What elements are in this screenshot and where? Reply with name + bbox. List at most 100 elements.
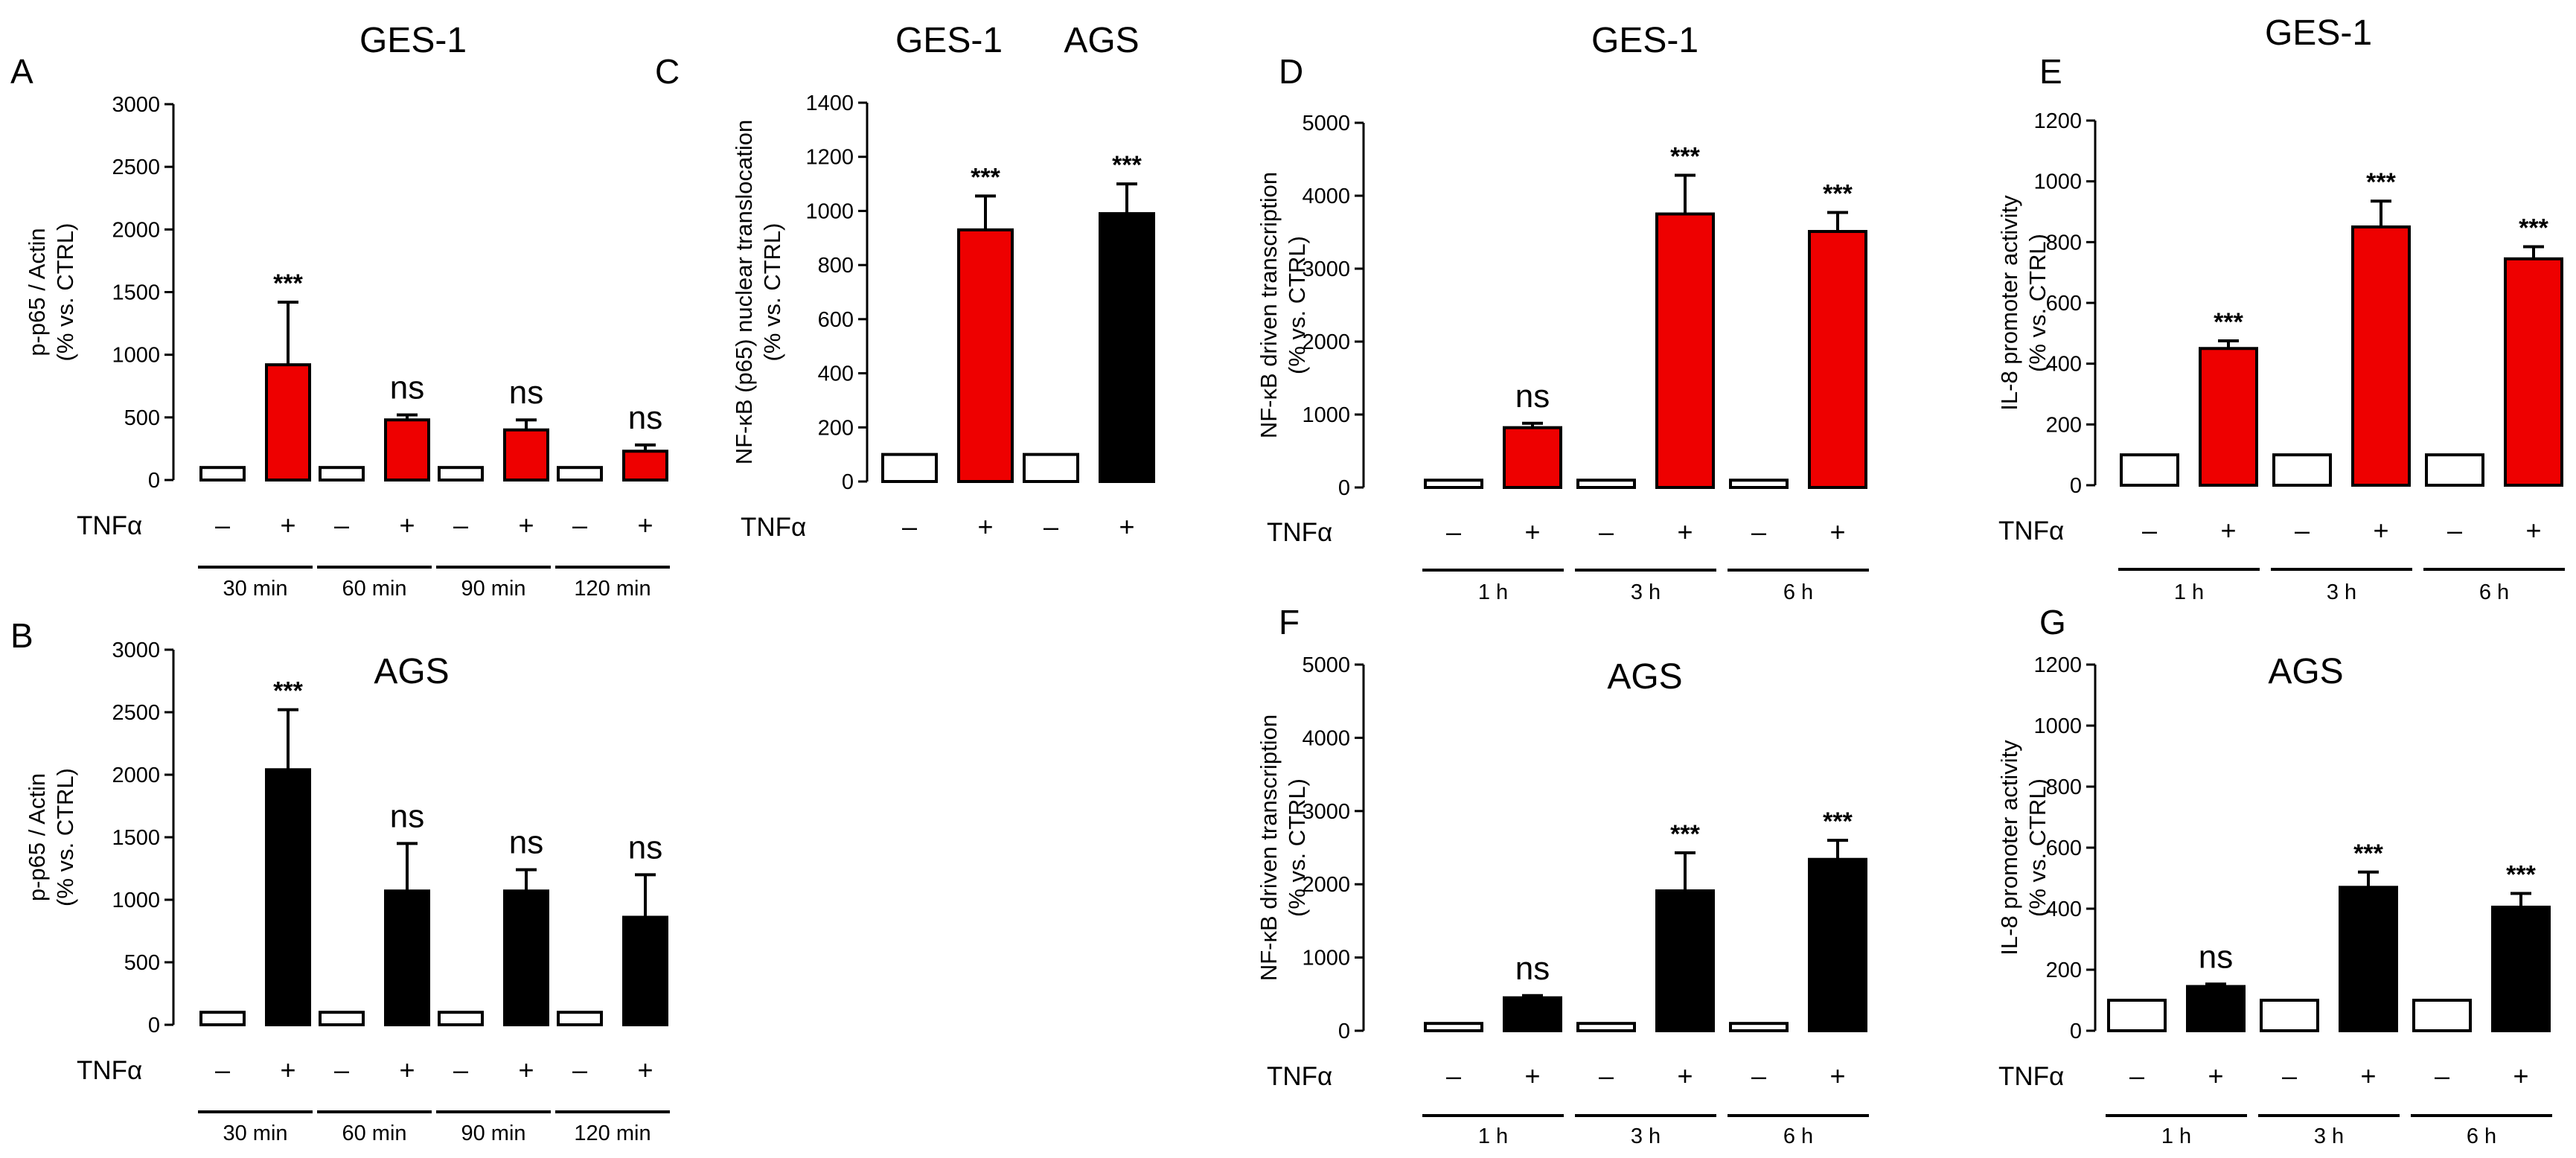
tnf-plus-label: + bbox=[2373, 515, 2388, 546]
y-axis-label: NF-κB (p65) nuclear translocation(% vs. … bbox=[731, 120, 785, 464]
tnf-minus-label: – bbox=[1751, 516, 1766, 547]
y-tick-label: 800 bbox=[2046, 775, 2082, 799]
y-tick-label: 600 bbox=[2046, 292, 2082, 316]
y-tick-label: 2500 bbox=[112, 701, 160, 725]
y-tick-label: 500 bbox=[124, 406, 160, 430]
significance-label: *** bbox=[1823, 180, 1853, 208]
significance-label: *** bbox=[1112, 151, 1142, 179]
bar-control bbox=[557, 1011, 603, 1026]
significance-label: *** bbox=[2353, 839, 2383, 868]
y-tick-label: 400 bbox=[818, 362, 854, 386]
significance-label: *** bbox=[2214, 308, 2243, 336]
bar-tnf bbox=[503, 428, 549, 482]
panel-title: AGS bbox=[1064, 21, 1139, 60]
panel-d: D GES-1 0 1000 2000 3000 4000 5000 NF-κB driven … bbox=[1256, 21, 1869, 604]
bar-control bbox=[557, 466, 603, 482]
tnf-plus-label: + bbox=[1677, 516, 1693, 547]
panel-e: E GES-1 0 200 400 600 800 1000 1200 IL-8 promoter… bbox=[1996, 13, 2565, 604]
time-label: 120 min bbox=[574, 577, 651, 601]
panel-g: G AGS 0 200 400 600 800 1000 1200 IL-8 promoter a… bbox=[1996, 603, 2552, 1148]
y-tick-label: 5000 bbox=[1302, 653, 1350, 677]
significance-label: ns bbox=[2199, 938, 2233, 975]
y-tick-label: 2000 bbox=[1302, 873, 1350, 897]
y-tick-label: 1200 bbox=[2033, 109, 2082, 133]
panel-title: GES-1 bbox=[895, 21, 1003, 60]
y-axis-label: IL-8 promoter activity(% vs. CTRL) bbox=[1996, 195, 2051, 411]
tnf-minus-label: – bbox=[1599, 516, 1614, 547]
bar-control bbox=[319, 1011, 365, 1026]
bar-tnf bbox=[2186, 985, 2246, 1033]
y-tick-label: 400 bbox=[2046, 898, 2082, 921]
y-axis-label-line: (% vs. CTRL) bbox=[52, 223, 78, 362]
y-tick-label: 3000 bbox=[112, 93, 160, 117]
tnf-minus-label: – bbox=[1751, 1061, 1766, 1091]
tnf-plus-label: + bbox=[518, 510, 534, 540]
bar-control bbox=[1576, 479, 1636, 490]
tnf-minus-label: – bbox=[2435, 1061, 2449, 1091]
y-axis-label: p-p65 / Actin(% vs. CTRL) bbox=[24, 768, 78, 906]
bar-control bbox=[199, 1011, 246, 1026]
bar-tnf bbox=[1503, 996, 1562, 1032]
time-label: 6 h bbox=[2479, 580, 2509, 604]
y-axis-label-line: NF-κB (p65) nuclear translocation bbox=[731, 120, 757, 464]
y-axis-label: NF-κB driven transcription(% vs. CTRL) bbox=[1256, 714, 1310, 981]
tnf-minus-label: – bbox=[2142, 515, 2157, 546]
y-axis-label: p-p65 / Actin(% vs. CTRL) bbox=[24, 223, 78, 362]
y-tick-label: 200 bbox=[2046, 959, 2082, 982]
y-tick-label: 1000 bbox=[112, 889, 160, 912]
bar-control bbox=[1424, 1022, 1483, 1033]
y-tick-label: 200 bbox=[818, 416, 854, 440]
bar-tnf bbox=[503, 889, 549, 1026]
bar-control bbox=[1023, 452, 1079, 484]
y-axis-label-line: NF-κB driven transcription bbox=[1256, 172, 1282, 438]
significance-label: ns bbox=[509, 825, 543, 861]
bar-tnf bbox=[2199, 347, 2258, 487]
significance-label: *** bbox=[1823, 807, 1853, 836]
bar-tnf bbox=[2491, 905, 2551, 1032]
tnf-plus-label: + bbox=[2220, 515, 2236, 546]
panel-title: AGS bbox=[374, 652, 449, 691]
tnf-minus-label: – bbox=[1446, 516, 1461, 547]
y-axis-label-line: (% vs. CTRL) bbox=[2024, 234, 2051, 372]
y-tick-label: 2000 bbox=[1302, 330, 1350, 354]
bar-tnf bbox=[265, 363, 311, 482]
panel-letter: G bbox=[2039, 603, 2066, 642]
y-axis-label-line: IL-8 promoter activity bbox=[1996, 195, 2022, 411]
time-label: 90 min bbox=[461, 577, 525, 601]
bar-control bbox=[2425, 453, 2484, 487]
tnf-minus-label: – bbox=[902, 511, 917, 542]
tnf-plus-label: + bbox=[2513, 1061, 2528, 1091]
y-tick-label: 200 bbox=[2046, 413, 2082, 437]
y-tick-label: 0 bbox=[148, 469, 160, 493]
tnf-plus-label: + bbox=[2208, 1061, 2223, 1091]
tnf-minus-label: – bbox=[334, 510, 349, 540]
significance-label: *** bbox=[1670, 820, 1700, 848]
significance-label: ns bbox=[390, 369, 424, 406]
time-label: 1 h bbox=[2174, 580, 2204, 604]
tnf-minus-label: – bbox=[2129, 1061, 2144, 1091]
time-label: 60 min bbox=[342, 577, 406, 601]
bar-tnf bbox=[1655, 889, 1715, 1033]
bar-tnf bbox=[622, 915, 668, 1027]
bar-control bbox=[1424, 479, 1483, 490]
bar-tnf bbox=[1655, 212, 1715, 489]
y-axis-label-line: NF-κB driven transcription bbox=[1256, 714, 1282, 981]
y-tick-label: 800 bbox=[818, 254, 854, 278]
significance-label: *** bbox=[2366, 168, 2396, 196]
time-label: 3 h bbox=[1631, 1125, 1661, 1148]
tnf-plus-label: + bbox=[280, 510, 295, 540]
panel-letter: F bbox=[1279, 603, 1300, 642]
bar-control bbox=[2272, 453, 2332, 487]
y-tick-label: 0 bbox=[2070, 1020, 2082, 1043]
tnf-minus-label: – bbox=[1599, 1061, 1614, 1091]
tnf-minus-label: – bbox=[215, 510, 230, 540]
tnf-minus-label: – bbox=[1043, 511, 1058, 542]
y-tick-label: 4000 bbox=[1302, 726, 1350, 750]
y-tick-label: 400 bbox=[2046, 353, 2082, 377]
panel-c: C GES-1 AGS 0 200 400 600 800 1000 1200 1400 NF-κB … bbox=[655, 21, 1155, 542]
tnf-plus-label: + bbox=[2360, 1061, 2376, 1091]
panel-title: GES-1 bbox=[1591, 21, 1698, 60]
significance-label: ns bbox=[509, 374, 543, 411]
tnf-plus-label: + bbox=[1119, 511, 1134, 542]
tnf-plus-label: + bbox=[1524, 1061, 1540, 1091]
